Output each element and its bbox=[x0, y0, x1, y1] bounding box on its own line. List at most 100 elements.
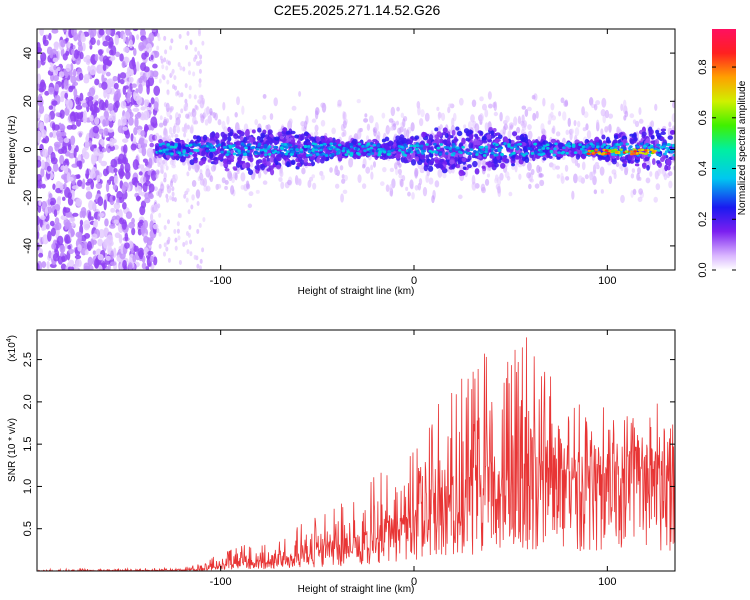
spectrogram-cell bbox=[487, 103, 493, 109]
spectrogram-cell bbox=[672, 135, 675, 144]
spectrogram-cell bbox=[656, 160, 661, 164]
spectrogram-cell bbox=[622, 99, 627, 109]
spectrogram-cell bbox=[110, 261, 117, 266]
spectrogram-cell bbox=[641, 153, 646, 159]
spectrogram-cell bbox=[37, 263, 40, 270]
spectrogram-cell bbox=[604, 149, 609, 152]
spectrogram-cell bbox=[147, 250, 154, 256]
spectrogram-cell bbox=[407, 140, 413, 145]
spectrogram-cell bbox=[575, 153, 581, 160]
spectrogram-cell bbox=[315, 136, 321, 143]
spectrogram-y-tick-label: 40 bbox=[22, 47, 34, 59]
spectrogram-cell bbox=[542, 156, 547, 161]
spectrogram-cell bbox=[94, 53, 99, 62]
spectrogram-cell bbox=[360, 152, 367, 156]
spectrogram-cell bbox=[442, 150, 447, 158]
spectrogram-cell bbox=[464, 169, 468, 178]
spectrogram-cell bbox=[451, 117, 455, 127]
spectrogram-cell bbox=[659, 156, 665, 163]
spectrogram-cell bbox=[516, 126, 521, 134]
spectrogram-cell bbox=[196, 135, 202, 142]
spectrogram-cell bbox=[291, 150, 295, 154]
spectrogram-cell bbox=[463, 124, 467, 129]
spectrogram-cell bbox=[217, 119, 222, 126]
spectrogram-cell bbox=[657, 149, 661, 152]
spectrogram-cell bbox=[394, 147, 400, 152]
spectrogram-cell bbox=[653, 196, 658, 203]
spectrogram-cell bbox=[509, 124, 514, 130]
spectrogram-cell bbox=[226, 140, 231, 145]
spectrogram-cell bbox=[441, 112, 446, 121]
spectrogram-cell bbox=[269, 113, 274, 120]
spectrogram-cell bbox=[149, 142, 155, 148]
spectrogram-cell bbox=[154, 146, 160, 151]
spectrogram-cell bbox=[114, 34, 119, 46]
spectrogram-cell bbox=[192, 115, 197, 125]
spectrogram-cell bbox=[75, 104, 83, 110]
spectrogram-cell bbox=[447, 106, 451, 114]
spectrogram-cell bbox=[163, 35, 167, 41]
spectrogram-cell bbox=[37, 242, 40, 251]
spectrogram-cell bbox=[68, 248, 74, 255]
spectrogram-cell bbox=[105, 35, 111, 42]
spectrogram-cell bbox=[129, 68, 134, 76]
spectrogram-cell bbox=[125, 71, 131, 78]
spectrogram-cell bbox=[203, 107, 209, 117]
spectrogram-cell bbox=[313, 142, 318, 146]
spectrogram-cell bbox=[370, 164, 374, 171]
spectrogram-cell bbox=[222, 159, 228, 164]
spectrogram-cell bbox=[592, 164, 597, 174]
spectrogram-cell bbox=[589, 142, 594, 146]
spectrogram-cell bbox=[489, 154, 495, 159]
spectrogram-cell bbox=[418, 118, 424, 127]
spectrogram-cell bbox=[89, 170, 96, 179]
spectrogram-cell bbox=[524, 152, 529, 156]
spectrogram-cell bbox=[72, 81, 79, 86]
spectrogram-cell bbox=[558, 111, 562, 117]
spectrogram-cell bbox=[381, 112, 386, 119]
colorbar-gradient bbox=[712, 29, 736, 270]
spectrogram-cell bbox=[399, 134, 405, 141]
spectrogram-cell bbox=[315, 152, 320, 156]
spectrogram-cell bbox=[103, 199, 107, 211]
spectrogram-cell bbox=[180, 156, 186, 163]
spectrogram-cell bbox=[335, 152, 340, 155]
spectrogram-cell bbox=[161, 142, 166, 146]
spectrogram-cell bbox=[169, 159, 174, 166]
spectrogram-cell bbox=[88, 211, 92, 222]
spectrogram-cell bbox=[199, 169, 203, 175]
spectrogram-cell bbox=[637, 196, 643, 203]
spectrogram-cell bbox=[98, 229, 106, 239]
spectrogram-cell bbox=[132, 254, 137, 263]
spectrogram-cell bbox=[51, 29, 59, 34]
spectrogram-cell bbox=[255, 159, 260, 166]
spectrogram-cell bbox=[179, 65, 183, 71]
spectrogram-cell bbox=[90, 29, 97, 37]
spectrogram-cell bbox=[184, 240, 188, 246]
spectrogram-cell bbox=[513, 116, 518, 126]
spectrogram-cell bbox=[73, 88, 78, 98]
spectrogram-cell bbox=[71, 163, 79, 168]
spectrogram-cell bbox=[385, 184, 390, 192]
spectrogram-cell bbox=[597, 152, 602, 155]
spectrogram-cell bbox=[484, 145, 489, 149]
spectrogram-cell bbox=[133, 48, 137, 57]
spectrogram-cell bbox=[130, 143, 137, 151]
spectrogram-cell bbox=[93, 144, 97, 149]
spectrogram-cell bbox=[363, 149, 367, 153]
spectrogram-cell bbox=[490, 148, 495, 151]
spectrogram-cell bbox=[52, 183, 56, 190]
spectrogram-cell bbox=[52, 162, 59, 172]
spectrogram-cell bbox=[539, 153, 544, 156]
spectrogram-cell bbox=[545, 143, 550, 147]
spectrogram-cell bbox=[522, 146, 527, 153]
spectrogram-cell bbox=[37, 159, 42, 168]
spectrogram-cell bbox=[630, 173, 635, 179]
spectrogram-cell bbox=[169, 45, 173, 51]
spectrogram-cell bbox=[484, 122, 489, 132]
spectrogram-cell bbox=[119, 78, 125, 85]
spectrogram-cell bbox=[586, 130, 592, 140]
spectrogram-cell bbox=[92, 250, 97, 255]
spectrogram-cell bbox=[76, 174, 81, 179]
spectrogram-cell bbox=[421, 131, 426, 138]
